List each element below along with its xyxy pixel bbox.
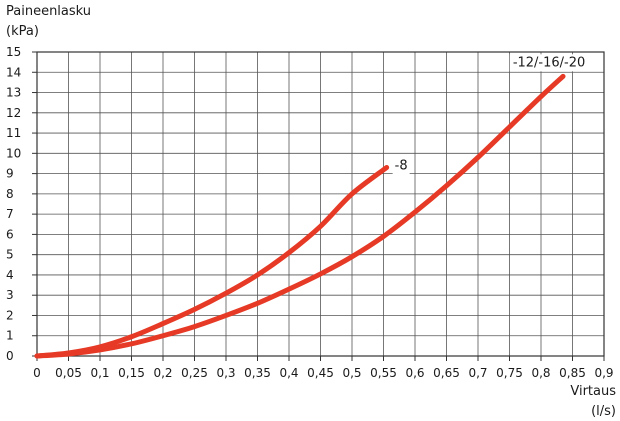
y-tick-label: 5 xyxy=(6,248,14,262)
x-tick-label: 0,45 xyxy=(307,366,334,380)
x-tick-label: 0,6 xyxy=(405,366,424,380)
labels-group: -8 -12/-16/-20 xyxy=(392,54,589,175)
x-tick-label: 0,4 xyxy=(279,366,298,380)
series-group xyxy=(34,73,566,359)
y-tick-label: 3 xyxy=(6,288,14,302)
y-axis-unit: (kPa) xyxy=(6,24,39,39)
series-label-1: -12/-16/-20 xyxy=(513,55,585,70)
series-line-1 xyxy=(34,73,566,359)
x-tick-label: 0,25 xyxy=(181,366,208,380)
axes: 0 0,05 0,1 0,15 0,2 0,25 0,3 0,35 0,4 0,45 0,5 0,55… xyxy=(6,45,614,380)
x-axis-unit: (l/s) xyxy=(591,404,616,419)
x-tick-label: 0,9 xyxy=(594,366,613,380)
y-tick-label: 10 xyxy=(6,146,21,160)
x-tick-label: 0 xyxy=(33,366,41,380)
y-tick-label: 6 xyxy=(6,227,14,241)
y-tick-label: 4 xyxy=(6,268,14,282)
y-tick-label: 13 xyxy=(6,86,21,100)
y-tick-label: 9 xyxy=(6,167,14,181)
y-tick-label: 12 xyxy=(6,106,21,120)
plot-border xyxy=(36,51,605,357)
x-tick-label: 0,1 xyxy=(90,366,109,380)
y-axis-title: Paineenlasku xyxy=(6,4,92,19)
x-tick-label: 0,55 xyxy=(370,366,397,380)
series-line-0 xyxy=(34,165,390,359)
y-tick-label: 15 xyxy=(6,45,21,59)
series-label-bg xyxy=(392,157,410,175)
y-tick-label: 14 xyxy=(6,65,21,79)
series-label-bg xyxy=(509,54,589,72)
grid xyxy=(36,51,605,357)
x-tick-label: 0,15 xyxy=(118,366,145,380)
y-tick-label: 11 xyxy=(6,126,21,140)
x-tick-label: 0,05 xyxy=(55,366,82,380)
x-tick-label: 0,65 xyxy=(433,366,460,380)
y-tick-label: 2 xyxy=(6,308,14,322)
x-tick-label: 0,75 xyxy=(496,366,523,380)
x-tick-label: 0,85 xyxy=(559,366,586,380)
x-tick-label: 0,7 xyxy=(468,366,487,380)
y-tick-label: 7 xyxy=(6,207,14,221)
x-tick-label: 0,5 xyxy=(342,366,361,380)
x-tick-label: 0,3 xyxy=(216,366,235,380)
x-tick-label: 0,35 xyxy=(244,366,271,380)
series-label-0: -8 xyxy=(395,159,408,174)
x-axis-title: Virtaus xyxy=(570,384,616,399)
y-tick-label: 0 xyxy=(6,349,14,363)
y-tick-label: 8 xyxy=(6,187,14,201)
x-tick-label: 0,8 xyxy=(531,366,550,380)
x-tick-label: 0,2 xyxy=(153,366,172,380)
y-tick-label: 1 xyxy=(6,329,14,343)
